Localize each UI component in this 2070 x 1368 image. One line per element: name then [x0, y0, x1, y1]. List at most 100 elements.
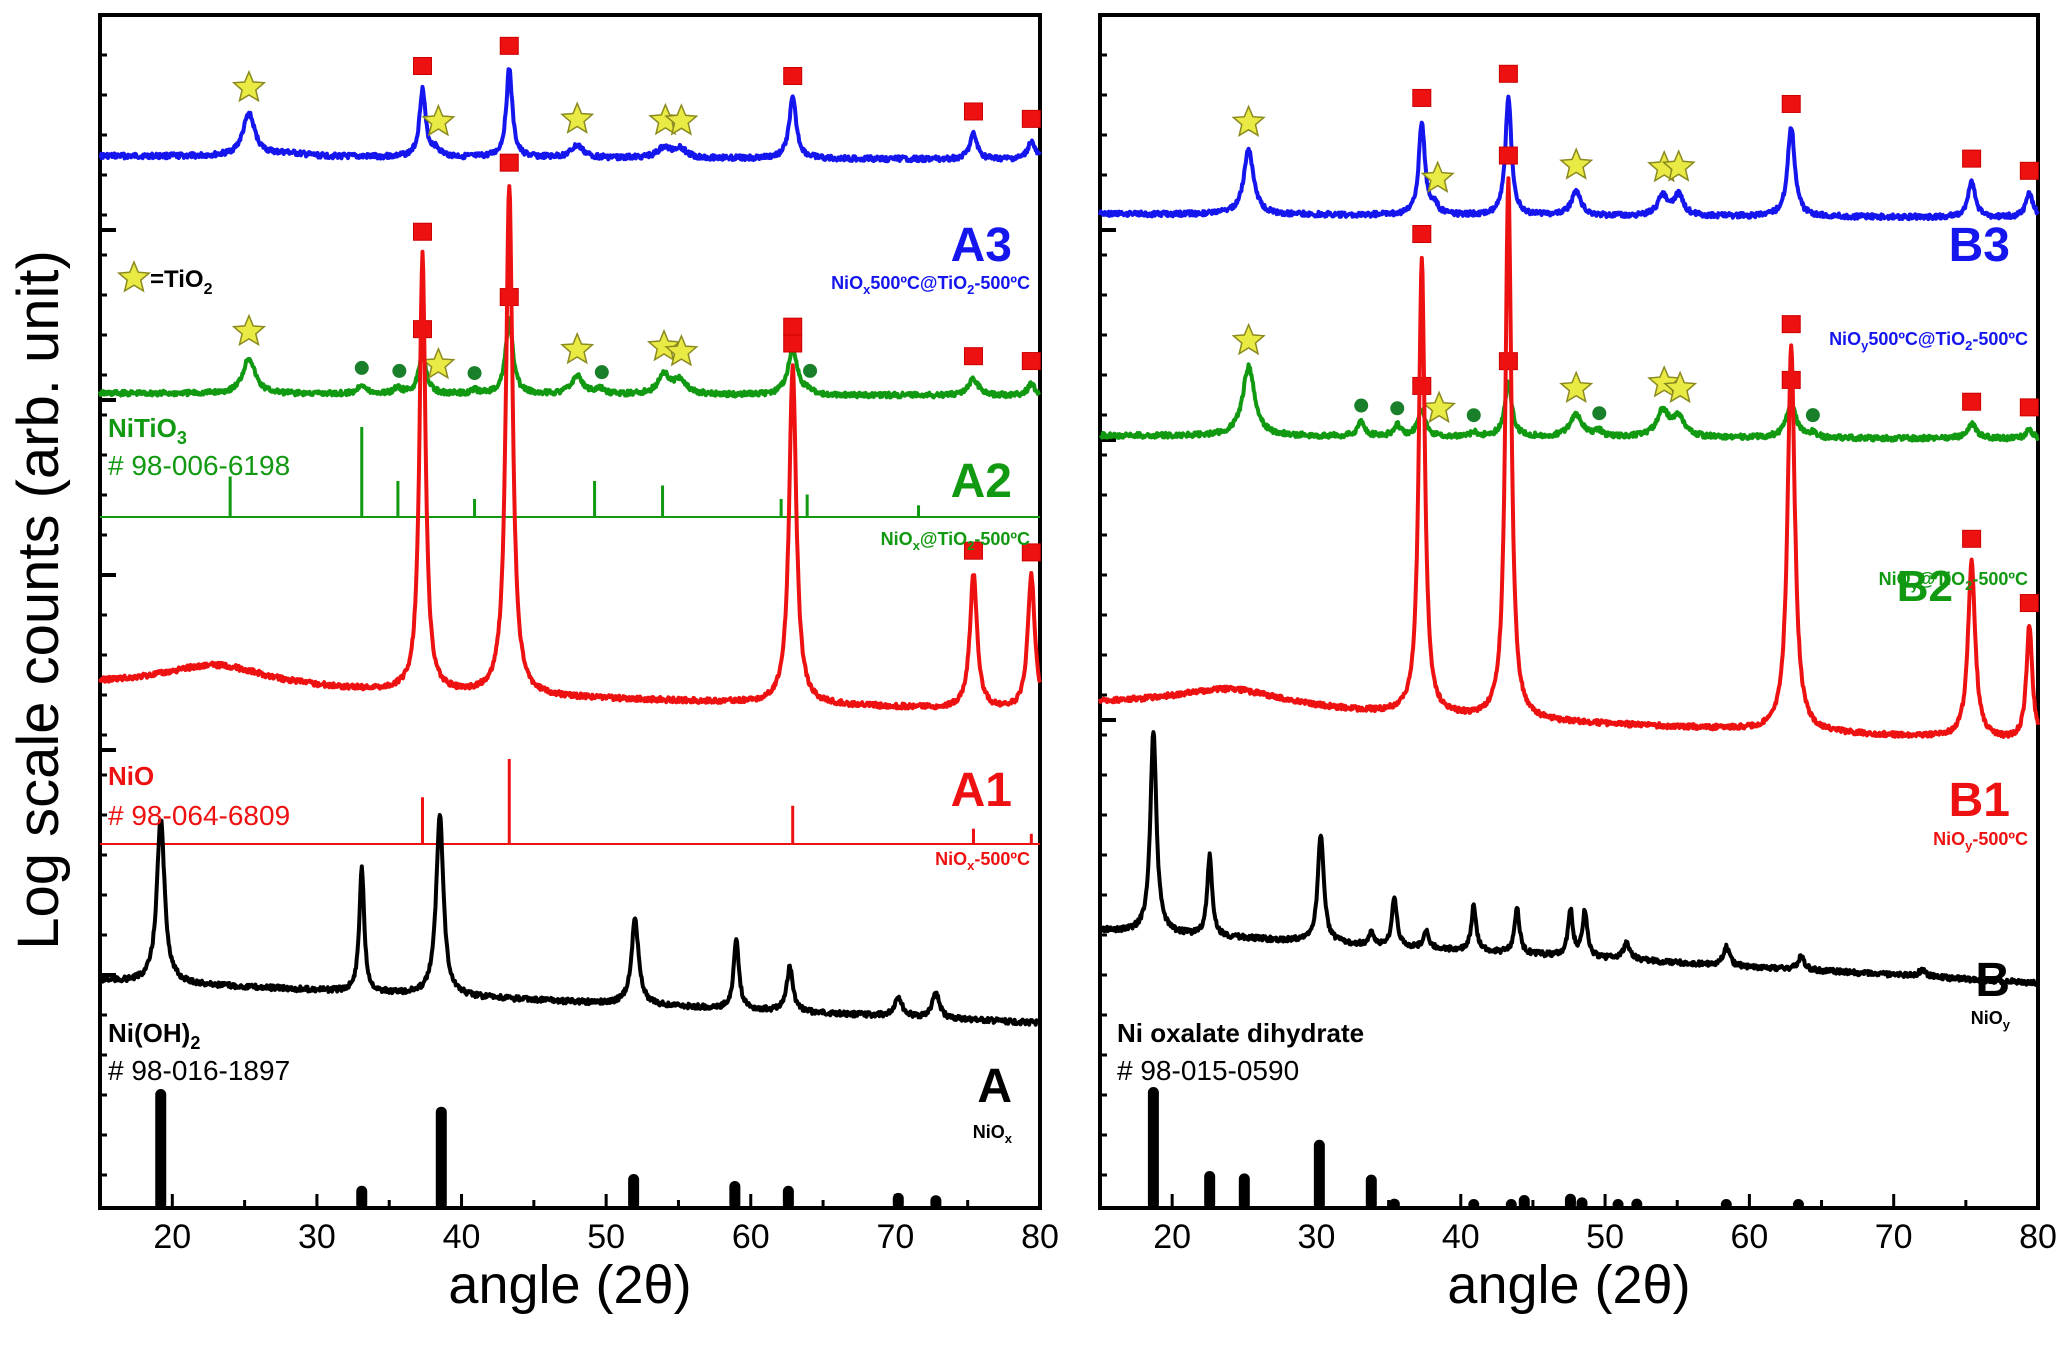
reference-code-nio: # 98-064-6809	[108, 800, 290, 831]
reference-stick	[1388, 1198, 1400, 1210]
tio2-star-marker	[1420, 160, 1455, 193]
reference-stick	[507, 759, 511, 844]
nio-marker	[783, 334, 803, 353]
nio-marker	[1962, 392, 1982, 411]
x-tick-label: 50	[1586, 1218, 1624, 1256]
x-tick-label: 60	[732, 1218, 770, 1256]
tio2-star-marker	[1559, 147, 1594, 180]
legend-star-shape	[116, 260, 152, 293]
sublabel-b1: NiOy-500ºC	[1933, 829, 2028, 853]
reference-name-nioh2: Ni(OH)2	[108, 1018, 200, 1053]
nio-marker	[1412, 376, 1432, 395]
reference-stick	[356, 1185, 368, 1210]
x-tick-label: 60	[1730, 1218, 1768, 1256]
label-a1: A1	[951, 764, 1012, 817]
label-a: A	[977, 1060, 1012, 1113]
reference-stick	[1313, 1139, 1325, 1210]
reference-stick	[593, 481, 597, 517]
sublabel-a3: NiOx500ºC@TiO2-500ºC	[831, 273, 1030, 297]
reference-stick	[917, 505, 921, 517]
sublabel-b3: NiOy500ºC@TiO2-500ºC	[1829, 329, 2028, 353]
reference-stick	[892, 1192, 904, 1210]
reference-stick	[930, 1195, 942, 1210]
tio2-star-marker	[421, 346, 456, 380]
y-axis-label: Log scale counts (arb. unit)	[6, 250, 71, 950]
nio-marker	[1498, 352, 1518, 371]
nitio3-dot-marker	[354, 360, 369, 375]
nio-marker	[1781, 94, 1801, 113]
series-line-b3	[1098, 94, 2040, 222]
reference-name-ni-oxalate: Ni oxalate dihydrate	[1117, 1018, 1364, 1048]
reference-stick	[1564, 1193, 1576, 1210]
reference-code-nitio3: # 98-006-6198	[108, 450, 290, 481]
x-tick-label: 20	[153, 1218, 191, 1256]
nio-marker	[499, 36, 519, 55]
label-b2: B2	[1897, 562, 1953, 611]
nitio3-dot-marker	[803, 363, 818, 378]
tio2-star-marker	[1663, 370, 1698, 404]
nio-marker	[1021, 109, 1041, 128]
reference-stick	[1631, 1198, 1643, 1210]
nio-marker	[963, 347, 983, 366]
nitio3-dot-marker	[1805, 408, 1820, 423]
nio-marker	[783, 67, 803, 86]
reference-stick	[1204, 1171, 1216, 1210]
reference-stick	[473, 499, 477, 517]
reference-stick	[155, 1089, 167, 1210]
series-line-b	[1098, 730, 2040, 988]
nio-marker	[412, 56, 432, 75]
reference-stick	[360, 427, 364, 517]
tio2-star-marker	[1231, 104, 1266, 137]
legend-tio2-text: =TiO2	[150, 266, 213, 298]
series-line-a1	[98, 184, 1042, 711]
reference-name-nio: NiO	[108, 761, 154, 791]
tio2-star-marker	[664, 103, 699, 136]
nio-marker	[1781, 315, 1801, 334]
tio2-star-marker	[560, 101, 595, 134]
sublabel-b: NiOy	[1971, 1008, 2011, 1032]
x-tick-label: 40	[1442, 1218, 1480, 1256]
label-b1: B1	[1949, 774, 2010, 827]
legend-star-icon	[116, 260, 152, 293]
right-panel: 20 30 40 50 60 70 80 angle (2θ)	[1098, 13, 2057, 1315]
x-axis-label: angle (2θ)	[448, 1255, 691, 1315]
nio-marker	[1021, 352, 1041, 371]
tio2-star-marker	[1422, 390, 1457, 424]
x-tick-label: 80	[2019, 1218, 2057, 1256]
x-tick-label: 80	[1021, 1218, 1059, 1256]
nio-marker	[963, 541, 983, 560]
reference-stick	[1518, 1195, 1530, 1210]
tio2-star-marker	[1559, 370, 1594, 403]
nio-marker	[1498, 64, 1518, 83]
nitio3-dot-marker	[1390, 401, 1405, 416]
reference-code-nioh2: # 98-016-1897	[108, 1055, 290, 1086]
tio2-star-marker	[1231, 322, 1266, 356]
label-a3: A3	[951, 219, 1012, 272]
reference-stick	[1468, 1199, 1480, 1210]
nio-marker	[2019, 161, 2039, 180]
series-line-b1	[1098, 176, 2040, 739]
reference-stick	[805, 494, 809, 517]
tio2-star-marker	[1661, 149, 1696, 182]
nio-marker	[499, 153, 519, 172]
x-tick-label: 50	[587, 1218, 625, 1256]
sublabel-a2: NiOx@TiO2-500ºC	[881, 529, 1030, 553]
nio-marker	[1021, 543, 1041, 562]
reference-stick	[661, 485, 665, 517]
reference-stick	[791, 805, 795, 844]
nio-marker	[412, 222, 432, 241]
reference-stick	[1029, 833, 1033, 844]
reference-stick	[1612, 1199, 1624, 1210]
series-line-b2	[1098, 362, 2040, 443]
series-line-a2	[98, 316, 1042, 400]
reference-stick	[1147, 1087, 1159, 1210]
nitio3-dot-marker	[1592, 406, 1607, 421]
nio-marker	[963, 102, 983, 121]
tio2-star-marker	[560, 331, 595, 365]
nio-marker	[1412, 225, 1432, 244]
plot-frame-left	[98, 13, 1042, 1210]
reference-code-ni-oxalate: # 98-015-0590	[1117, 1055, 1299, 1086]
reference-stick	[971, 828, 975, 844]
sublabel-a1: NiOx-500ºC	[935, 849, 1030, 873]
tio2-star-marker	[231, 313, 267, 347]
